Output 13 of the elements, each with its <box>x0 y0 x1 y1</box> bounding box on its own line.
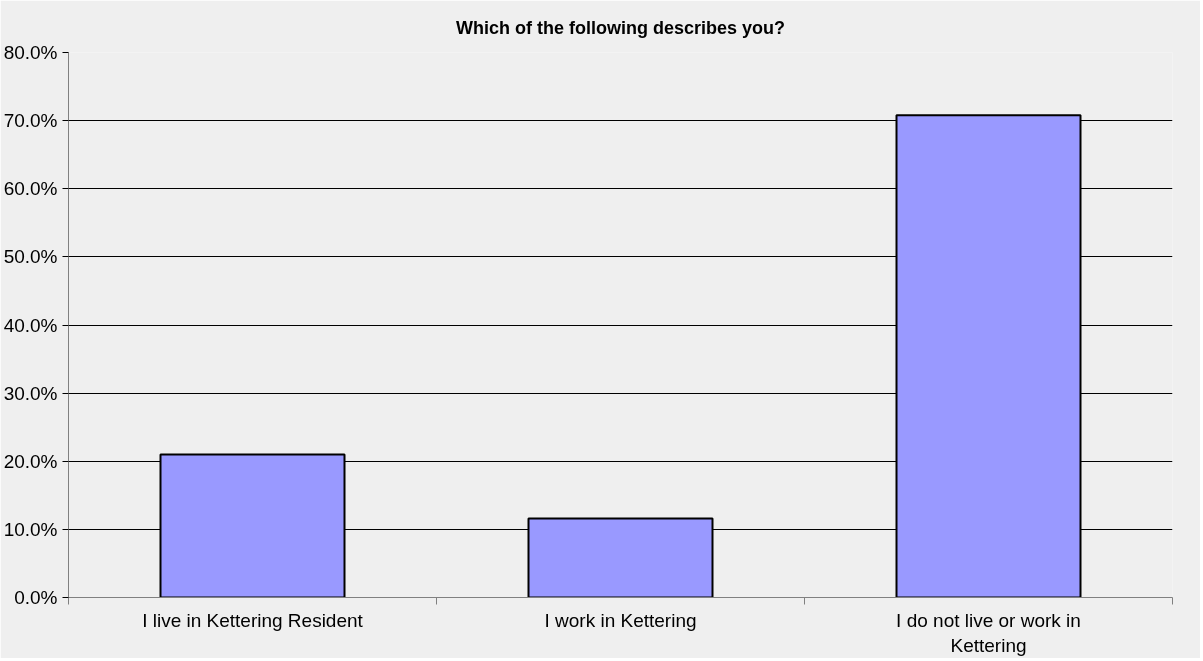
y-tick-label: 80.0% <box>3 42 58 63</box>
y-tick-label: 60.0% <box>3 178 58 200</box>
x-tick-label: I work in Kettering <box>544 609 697 631</box>
y-tick-label: 50.0% <box>3 246 58 268</box>
y-tick-label: 40.0% <box>3 314 58 336</box>
chart-title: Which of the following describes you? <box>456 17 786 38</box>
y-tick-label: 20.0% <box>3 450 58 472</box>
y-tick-label: 0.0% <box>14 587 58 608</box>
y-tick-label: 10.0% <box>3 518 58 540</box>
y-tick-label: 70.0% <box>3 110 58 132</box>
y-tick-label: 30.0% <box>3 382 58 404</box>
x-tick-label: I do not live or work in Kettering <box>896 609 1081 656</box>
x-tick-label: I live in Kettering Resident <box>142 609 364 631</box>
